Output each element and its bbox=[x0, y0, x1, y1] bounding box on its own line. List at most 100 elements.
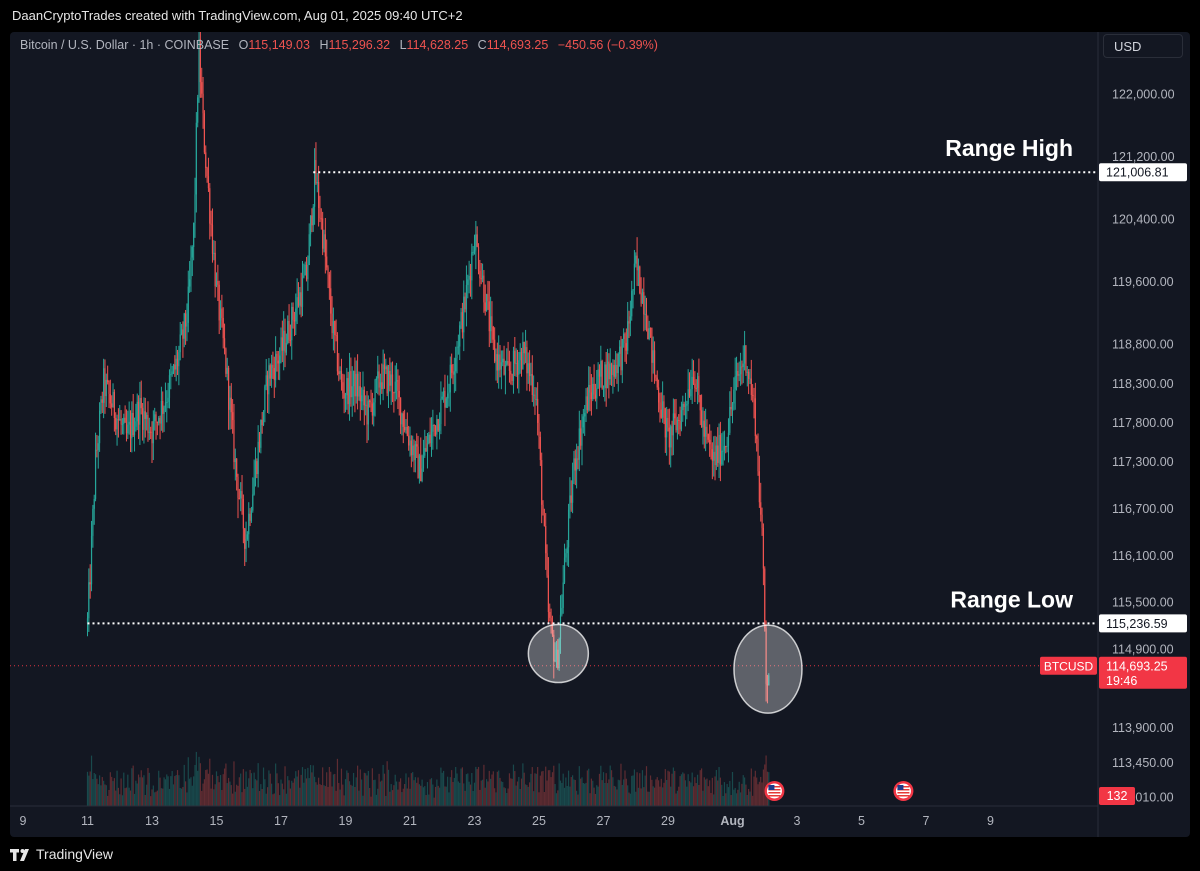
candle-body bbox=[289, 339, 292, 341]
candle-body bbox=[660, 409, 662, 418]
volume-bar bbox=[702, 790, 704, 806]
candle-body bbox=[566, 547, 568, 554]
volume-bar bbox=[503, 787, 505, 806]
volume-bar bbox=[668, 771, 670, 806]
candle-body bbox=[606, 361, 609, 389]
volume-bar bbox=[734, 787, 736, 806]
candle-body bbox=[631, 290, 633, 317]
candle-body bbox=[715, 445, 717, 466]
volume-bar bbox=[281, 783, 283, 806]
footer-brand[interactable]: TradingView bbox=[36, 846, 114, 862]
candle-body bbox=[416, 444, 418, 447]
plot-area[interactable] bbox=[10, 22, 1098, 806]
svg-text:115,236.59: 115,236.59 bbox=[1106, 617, 1168, 631]
candle-body bbox=[448, 392, 450, 394]
volume-bar bbox=[112, 781, 114, 806]
volume-bar bbox=[418, 784, 421, 806]
candle-body bbox=[598, 369, 601, 377]
volume-bar bbox=[258, 791, 261, 806]
volume-bar bbox=[272, 794, 274, 806]
volume-bar bbox=[218, 782, 220, 806]
highlight-circle[interactable] bbox=[733, 624, 803, 714]
candle-body bbox=[399, 397, 402, 425]
candle-body bbox=[421, 468, 423, 482]
candle-body bbox=[250, 510, 253, 521]
candle-body bbox=[674, 413, 676, 419]
candle-body bbox=[652, 350, 654, 363]
volume-bar bbox=[455, 767, 457, 806]
volume-bar bbox=[434, 786, 437, 806]
volume-bar bbox=[332, 774, 335, 806]
candle-body bbox=[678, 420, 680, 422]
volume-bar bbox=[619, 780, 621, 806]
volume-bar bbox=[487, 781, 489, 806]
volume-bar bbox=[143, 775, 145, 806]
volume-bar bbox=[601, 780, 603, 806]
volume-bar bbox=[361, 779, 363, 806]
volume-bar bbox=[543, 791, 545, 806]
candle-body bbox=[254, 461, 257, 479]
volume-bars bbox=[86, 751, 770, 806]
candle-body bbox=[335, 335, 337, 337]
candle-body bbox=[189, 279, 191, 287]
currency-button[interactable]: USD bbox=[1103, 34, 1183, 58]
candle-body bbox=[719, 435, 722, 465]
volume-bar bbox=[743, 777, 746, 806]
bar-countdown: 19:46 bbox=[1106, 674, 1137, 688]
candle-body bbox=[163, 407, 165, 414]
volume-bar bbox=[432, 784, 434, 806]
volume-bar bbox=[608, 779, 610, 806]
candle-body bbox=[385, 366, 387, 370]
candle-body bbox=[756, 436, 758, 439]
volume-bar bbox=[350, 784, 352, 806]
candle-body bbox=[690, 389, 692, 397]
volume-bar bbox=[113, 778, 115, 806]
candle-body bbox=[318, 181, 320, 209]
us-event-flag-icon[interactable] bbox=[893, 781, 914, 801]
volume-bar bbox=[172, 784, 175, 806]
candle-body bbox=[215, 280, 218, 287]
chart-panel[interactable] bbox=[10, 32, 1190, 837]
volume-bar bbox=[209, 758, 211, 806]
volume-bar bbox=[535, 773, 537, 806]
volume-bar bbox=[547, 770, 550, 806]
candle-body bbox=[319, 208, 321, 219]
candle-body bbox=[323, 234, 325, 249]
candle-body bbox=[367, 400, 369, 425]
volume-bar bbox=[612, 777, 614, 806]
volume-bar bbox=[558, 763, 560, 806]
volume-bar bbox=[523, 772, 525, 806]
candle-body bbox=[741, 366, 743, 368]
candle-body bbox=[573, 458, 575, 481]
candle-body bbox=[754, 398, 756, 437]
volume-bar bbox=[175, 774, 177, 806]
candle-body bbox=[143, 411, 145, 430]
top-bar: DaanCryptoTrades created with TradingVie… bbox=[0, 0, 1200, 32]
volume-bar bbox=[508, 773, 511, 806]
high-label: H bbox=[319, 38, 329, 52]
price-axis[interactable]: 122,000.00 121,200.00 120,400.00 119,600.00… bbox=[1112, 88, 1175, 805]
candle-body bbox=[582, 416, 584, 428]
candle-body bbox=[764, 568, 766, 629]
volume-bar bbox=[136, 783, 138, 806]
volume-bar bbox=[510, 778, 512, 806]
highlight-circle[interactable] bbox=[527, 623, 590, 684]
candle-body bbox=[467, 279, 469, 285]
volume-bar bbox=[394, 774, 396, 806]
volume-bar bbox=[100, 785, 102, 806]
volume-bar bbox=[146, 784, 148, 806]
volume-bar bbox=[356, 765, 359, 806]
candle-body bbox=[350, 371, 352, 398]
volume-bar bbox=[709, 780, 711, 806]
candle-body bbox=[621, 339, 623, 371]
volume-bar bbox=[399, 778, 402, 806]
us-event-flag-icon[interactable] bbox=[764, 781, 785, 801]
volume-bar bbox=[541, 771, 543, 806]
volume-bar bbox=[596, 785, 598, 806]
volume-bar bbox=[562, 773, 564, 806]
time-axis[interactable]: 9 11 13 15 17 19 21 23 25 27 29 Aug 3 5 7 9 bbox=[20, 814, 995, 828]
candle-body bbox=[320, 218, 322, 220]
candle-body bbox=[647, 328, 649, 340]
volume-bar bbox=[764, 764, 766, 806]
